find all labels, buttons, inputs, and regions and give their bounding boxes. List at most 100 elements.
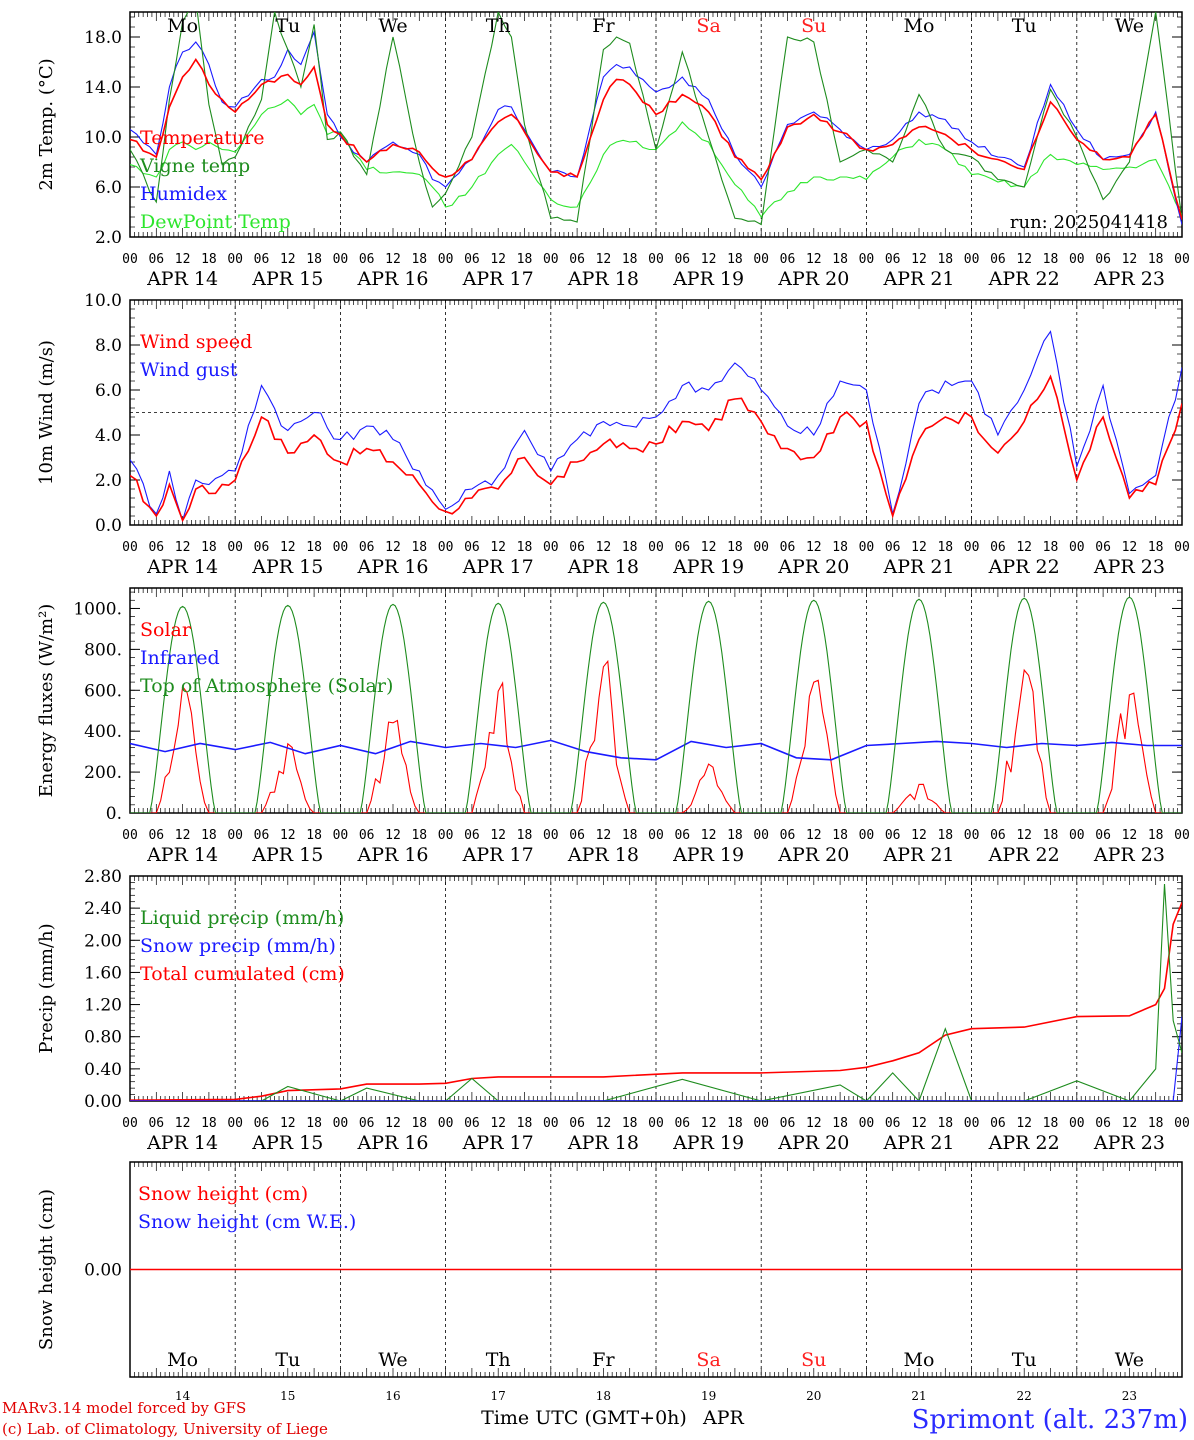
- x-hour-label: 06: [148, 1116, 164, 1131]
- x-hour-label: 00: [1174, 252, 1190, 267]
- legend-entry: Temperature: [140, 127, 264, 149]
- x-hour-label: 18: [201, 828, 217, 843]
- x-hour-label: 00: [753, 540, 769, 555]
- x-hour-label: 06: [254, 252, 270, 267]
- x-hour-label: 06: [148, 540, 164, 555]
- x-hour-label: 06: [569, 1116, 585, 1131]
- x-hour-label: 06: [990, 1116, 1006, 1131]
- x-hour-label: 12: [175, 252, 191, 267]
- x-hour-label: 12: [490, 828, 506, 843]
- x-day-label: APR 20: [777, 268, 849, 290]
- x-hour-label: 12: [1016, 252, 1032, 267]
- credit-line: MARv3.14 model forced by GFS: [2, 1399, 246, 1417]
- x-hour-label: 06: [780, 1116, 796, 1131]
- x-hour-label: 06: [885, 252, 901, 267]
- x-day-label: APR 23: [1093, 268, 1165, 290]
- x-hour-label: 12: [175, 1116, 191, 1131]
- x-hour-label: 12: [175, 828, 191, 843]
- weekday-label: Su: [801, 15, 826, 37]
- x-hour-label: 12: [596, 1116, 612, 1131]
- x-hour-label: 18: [832, 1116, 848, 1131]
- x-hour-label: 00: [227, 828, 243, 843]
- x-hour-label: 18: [727, 828, 743, 843]
- x-hour-label: 18: [1043, 1116, 1059, 1131]
- y-tick-label: 8.0: [95, 336, 122, 356]
- x-hour-label: 18: [937, 828, 953, 843]
- x-hour-label: 00: [1069, 540, 1085, 555]
- x-hour-label: 00: [438, 252, 454, 267]
- x-hour-label: 06: [780, 540, 796, 555]
- plot-frame: [129, 587, 1183, 814]
- x-hour-label: 06: [359, 252, 375, 267]
- series-line-humidex: [130, 29, 1182, 225]
- weekday-label: Sa: [696, 1349, 720, 1371]
- x-hour-label: 00: [438, 540, 454, 555]
- x-hour-label: 18: [727, 252, 743, 267]
- x-day-label: APR 16: [356, 556, 428, 578]
- x-hour-label: 12: [1016, 828, 1032, 843]
- x-hour-label: 18: [1043, 252, 1059, 267]
- y-tick-label: 200.: [84, 763, 122, 783]
- x-hour-label: 12: [1122, 1116, 1138, 1131]
- x-day-label: APR 14: [146, 556, 218, 578]
- x-day-label: APR 23: [1093, 1132, 1165, 1154]
- x-day-label: APR 20: [777, 1132, 849, 1154]
- x-hour-label: 18: [517, 252, 533, 267]
- x-hour-label: 06: [1095, 540, 1111, 555]
- x-hour-label: 00: [648, 828, 664, 843]
- x-day-label: APR 22: [988, 844, 1060, 866]
- y-tick-label: 2.00: [84, 931, 122, 951]
- x-hour-label: 12: [385, 540, 401, 555]
- x-hour-label: 12: [701, 540, 717, 555]
- x-hour-label: 12: [806, 540, 822, 555]
- x-hour-label: 12: [280, 828, 296, 843]
- x-hour-label: 00: [1174, 540, 1190, 555]
- x-hour-label: 06: [780, 252, 796, 267]
- x-hour-label: 06: [148, 252, 164, 267]
- x-hour-label: 18: [727, 1116, 743, 1131]
- y-tick-label: 600.: [84, 681, 122, 701]
- y-tick-label: 10.0: [84, 291, 122, 311]
- weekday-label: Fr: [592, 15, 615, 37]
- x-hour-label: 00: [122, 1116, 138, 1131]
- x-hour-label: 18: [1043, 828, 1059, 843]
- x-hour-label: 18: [622, 252, 638, 267]
- y-axis-title: Precip (mm/h): [36, 923, 57, 1053]
- x-day-label: APR 18: [567, 556, 639, 578]
- x-hour-label: 00: [227, 252, 243, 267]
- x-day-label: APR 18: [567, 268, 639, 290]
- y-axis-title: Snow height (cm): [36, 1189, 57, 1350]
- y-tick-label: 2.0: [95, 471, 122, 491]
- x-hour-label: 00: [227, 1116, 243, 1131]
- x-hour-label: 18: [306, 828, 322, 843]
- panel-4: [129, 875, 1183, 1102]
- y-tick-label: 1.20: [84, 996, 122, 1016]
- x-hour-label: 00: [438, 828, 454, 843]
- x-hour-label: 00: [333, 540, 349, 555]
- x-hour-label: 18: [832, 252, 848, 267]
- x-hour-label: 18: [832, 540, 848, 555]
- x-hour-label: 18: [201, 1116, 217, 1131]
- x-day-label: APR 21: [882, 1132, 954, 1154]
- x-hour-label: 18: [306, 540, 322, 555]
- x-day-label: APR 18: [567, 1132, 639, 1154]
- x-hour-label: 00: [859, 252, 875, 267]
- x-hour-label: 00: [964, 252, 980, 267]
- series-line-total-cumulated-cm-: [130, 902, 1182, 1101]
- x-hour-label: 12: [385, 828, 401, 843]
- x-day-label: APR 15: [251, 268, 323, 290]
- series-line-vigne-temp: [130, 12, 1182, 226]
- x-hour-label: 06: [569, 252, 585, 267]
- weekday-label: Tu: [275, 1349, 300, 1371]
- series-line-wind-gust: [130, 330, 1182, 523]
- y-axis-title: Energy fluxes (W/m²): [36, 604, 57, 798]
- series-line-solar: [130, 659, 1182, 813]
- y-axis-title: 10m Wind (m/s): [36, 340, 57, 485]
- x-day-label: APR 17: [462, 844, 534, 866]
- x-day-label: APR 16: [356, 268, 428, 290]
- x-hour-label: 06: [885, 1116, 901, 1131]
- y-tick-label: 0.80: [84, 1028, 122, 1048]
- x-hour-label: 18: [1148, 828, 1164, 843]
- panel-3: [129, 587, 1183, 814]
- x-hour-label: 06: [464, 1116, 480, 1131]
